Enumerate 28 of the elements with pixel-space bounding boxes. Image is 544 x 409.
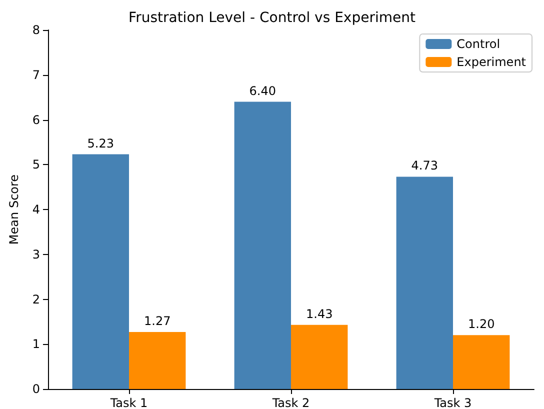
bar — [129, 332, 186, 389]
bar — [291, 324, 348, 389]
y-tick-label: 3 — [32, 247, 40, 262]
chart-title: Frustration Level - Control vs Experiment — [128, 10, 416, 26]
x-tick-label: Task 3 — [433, 396, 472, 409]
bar — [453, 335, 510, 389]
bar — [72, 154, 129, 389]
y-tick-label: 4 — [32, 202, 40, 216]
data-label: 4.73 — [411, 158, 438, 173]
data-label: 1.20 — [468, 317, 495, 332]
y-tick-label: 8 — [32, 23, 40, 37]
data-label: 1.27 — [144, 314, 171, 328]
y-tick-label: 1 — [32, 337, 40, 352]
data-label: 1.43 — [306, 306, 333, 321]
x-tick-label: Task 1 — [109, 396, 148, 409]
y-tick-label: 0 — [32, 382, 40, 396]
legend-label: Experiment — [456, 55, 526, 69]
y-tick-label: 6 — [32, 112, 40, 127]
y-tick-label: 5 — [32, 158, 40, 172]
bar — [396, 176, 453, 389]
bar — [234, 102, 291, 389]
data-label: 5.23 — [87, 136, 114, 150]
y-tick-label: 7 — [32, 68, 40, 82]
y-axis-title: Mean Score — [7, 174, 21, 245]
x-tick-label: Task 2 — [271, 396, 310, 409]
data-label: 6.40 — [249, 84, 276, 98]
legend-label: Control — [456, 37, 500, 51]
y-tick-label: 2 — [32, 292, 40, 306]
